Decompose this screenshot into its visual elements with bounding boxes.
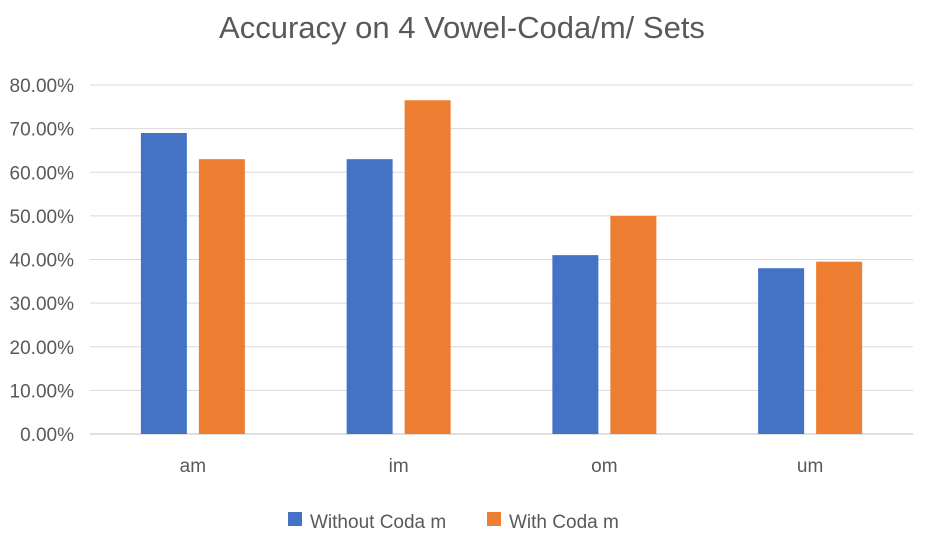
- y-tick-label: 80.00%: [10, 76, 75, 97]
- y-tick-label: 60.00%: [10, 163, 75, 184]
- x-tick-label-am: am: [180, 456, 206, 477]
- bar-im-with-coda-m: [404, 100, 451, 435]
- bar-um-with-coda-m: [816, 261, 863, 434]
- legend-label-with-coda-m: With Coda m: [509, 512, 619, 533]
- bar-am-without-coda-m: [140, 132, 187, 435]
- y-tick-label: 20.00%: [10, 338, 75, 359]
- chart-title: Accuracy on 4 Vowel-Coda/m/ Sets: [219, 10, 705, 45]
- x-tick-label-om: om: [591, 456, 617, 477]
- legend-swatch-with-coda-m: [487, 512, 501, 526]
- bar-om-with-coda-m: [610, 215, 657, 434]
- y-tick-label: 0.00%: [20, 425, 74, 446]
- y-tick-label: 30.00%: [10, 294, 75, 315]
- y-tick-label: 10.00%: [10, 381, 75, 402]
- legend: Without Coda m With Coda m: [288, 512, 619, 533]
- x-tick-label-im: im: [389, 456, 409, 477]
- y-tick-label: 50.00%: [10, 207, 75, 228]
- bar-am-with-coda-m: [198, 159, 245, 434]
- bars: [140, 100, 863, 435]
- legend-swatch-without-coda-m: [288, 512, 302, 526]
- bar-im-without-coda-m: [346, 159, 393, 434]
- y-axis-ticks: 0.00% 10.00% 20.00% 30.00% 40.00% 50.00% 60.00…: [10, 76, 75, 446]
- bar-um-without-coda-m: [758, 268, 805, 434]
- y-tick-label: 40.00%: [10, 251, 75, 272]
- legend-label-without-coda-m: Without Coda m: [310, 512, 446, 533]
- x-axis-ticks: am im om um: [180, 456, 824, 477]
- x-tick-label-um: um: [797, 456, 823, 477]
- bar-om-without-coda-m: [552, 255, 599, 434]
- y-tick-label: 70.00%: [10, 120, 75, 141]
